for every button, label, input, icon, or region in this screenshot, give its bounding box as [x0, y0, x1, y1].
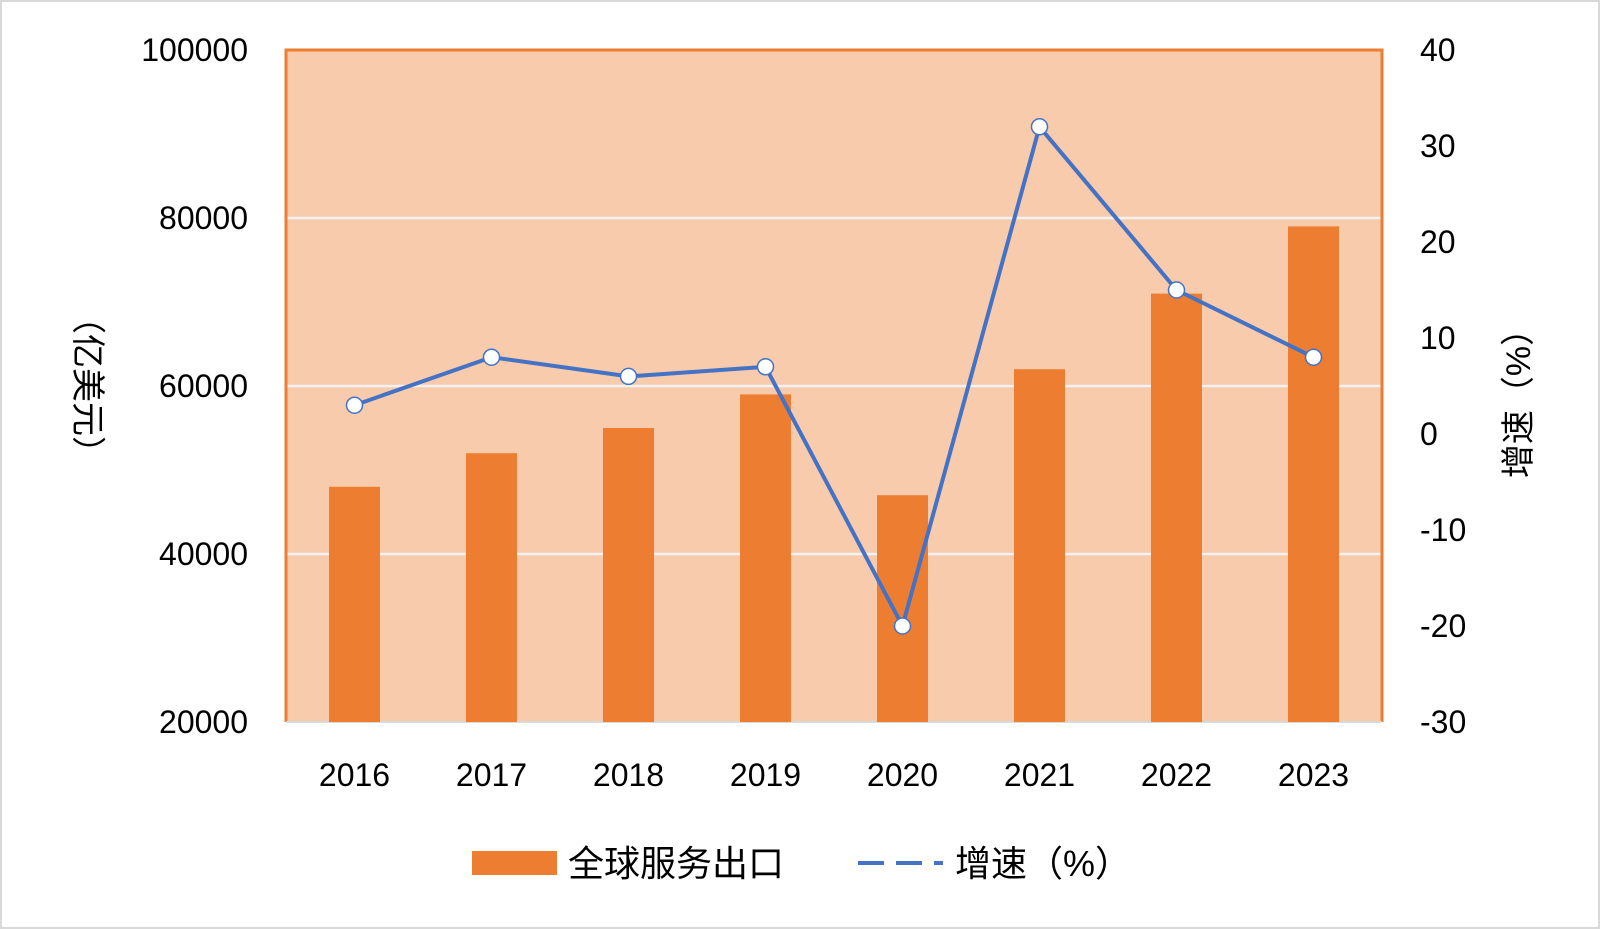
right-tick-label: 10 [1420, 320, 1456, 356]
right-tick-label: -30 [1420, 704, 1466, 740]
bar [1014, 369, 1065, 722]
plot-border [284, 48, 1384, 722]
bar-series [329, 226, 1339, 722]
right-tick-label: 0 [1420, 416, 1438, 452]
growth-point [619, 367, 638, 386]
left-tick-label: 20000 [159, 704, 248, 740]
left-tick-label: 100000 [141, 32, 248, 68]
left-axis-ticks: 20000 40000 60000 80000 100000 [141, 32, 248, 740]
right-tick-label: 20 [1420, 224, 1456, 260]
bar [329, 486, 380, 722]
growth-point [756, 358, 775, 376]
legend: 全球服务出口 增速（%） [472, 843, 1131, 884]
right-axis-ticks: -30 -20 -10 0 10 20 30 40 [1420, 32, 1466, 740]
left-tick-label: 80000 [159, 200, 248, 236]
bar [466, 453, 517, 722]
axis-titles: （亿美元） 增速（%） [68, 300, 1538, 478]
right-tick-label: 30 [1420, 128, 1456, 164]
x-tick-label: 2023 [1278, 757, 1349, 793]
growth-point [482, 348, 501, 366]
right-tick-label: -10 [1420, 512, 1466, 548]
x-tick-label: 2016 [319, 757, 390, 793]
line-series [345, 118, 1323, 635]
left-tick-label: 60000 [159, 368, 248, 404]
bar [1288, 226, 1339, 722]
bar [740, 394, 791, 722]
legend-label-bar: 全球服务出口 [568, 843, 784, 884]
growth-point [1304, 348, 1323, 366]
growth-point [893, 617, 912, 635]
x-tick-label: 2021 [1004, 757, 1075, 793]
x-tick-label: 2022 [1141, 757, 1212, 793]
right-axis-title: 增速（%） [1500, 312, 1538, 478]
growth-line [353, 124, 1315, 628]
bar [877, 495, 928, 722]
x-tick-label: 2019 [730, 757, 801, 793]
growth-point [345, 396, 364, 414]
growth-point [1167, 281, 1186, 299]
bar [603, 428, 654, 722]
x-axis-ticks: 2016 2017 2018 2019 2020 2021 2022 2023 [319, 757, 1349, 793]
x-tick-label: 2020 [867, 757, 938, 793]
growth-point [1030, 118, 1049, 136]
legend-swatch-bar [472, 851, 557, 875]
x-tick-label: 2018 [593, 757, 664, 793]
legend-label-line: 增速（%） [955, 843, 1131, 884]
right-tick-label: -20 [1420, 608, 1466, 644]
left-tick-label: 40000 [159, 536, 248, 572]
left-axis-title: （亿美元） [68, 300, 106, 470]
bar [1151, 293, 1202, 722]
x-tick-label: 2017 [456, 757, 527, 793]
right-tick-label: 40 [1420, 32, 1456, 68]
